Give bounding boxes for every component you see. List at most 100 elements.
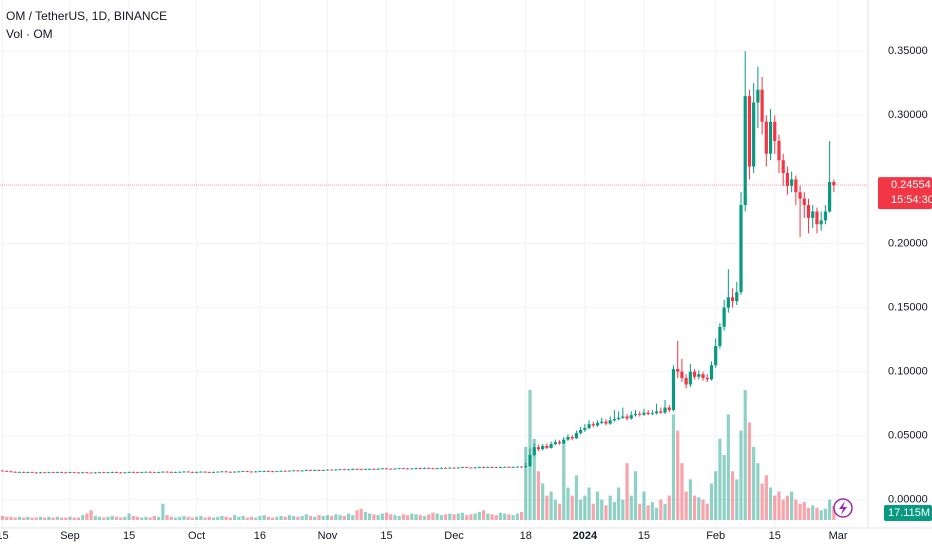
volume-bar bbox=[486, 513, 490, 520]
candle-body bbox=[490, 466, 494, 468]
volume-bar bbox=[304, 514, 308, 520]
volume-bar bbox=[397, 515, 401, 520]
volume-bar bbox=[376, 515, 380, 520]
volume-bar bbox=[346, 513, 351, 520]
candle-body bbox=[233, 471, 237, 473]
candle-body bbox=[625, 416, 629, 419]
volume-bar bbox=[815, 507, 819, 520]
volume-bar bbox=[89, 510, 93, 520]
candle-body bbox=[587, 424, 591, 429]
volume-bar bbox=[600, 499, 604, 520]
candle-body bbox=[730, 297, 735, 302]
volume-bar bbox=[355, 510, 359, 520]
volume-bar bbox=[266, 516, 270, 520]
volume-bar bbox=[296, 516, 300, 520]
candle-body bbox=[59, 472, 64, 473]
volume-bar bbox=[178, 516, 182, 520]
volume-bar bbox=[410, 513, 414, 520]
volume-bar bbox=[498, 512, 503, 520]
volume-bar bbox=[701, 499, 705, 520]
volume-bar bbox=[275, 516, 279, 520]
candle-body bbox=[785, 173, 790, 186]
candle-body bbox=[338, 469, 342, 471]
candle-body bbox=[511, 466, 515, 468]
candle-body bbox=[819, 220, 823, 225]
volume-bar bbox=[224, 516, 228, 520]
candle-body bbox=[144, 471, 148, 473]
candle-body bbox=[806, 205, 811, 218]
volume-bar bbox=[557, 503, 562, 520]
volume-bar bbox=[524, 446, 528, 520]
candle-body bbox=[97, 472, 102, 474]
candle-body bbox=[528, 454, 532, 467]
candle-body bbox=[566, 437, 570, 440]
volume-bar bbox=[608, 495, 612, 520]
volume-bar bbox=[756, 463, 760, 520]
candle-body bbox=[498, 467, 503, 468]
candle-body bbox=[346, 469, 351, 471]
volume-bar bbox=[659, 499, 663, 520]
volume-bar bbox=[228, 517, 232, 520]
volume-bar bbox=[553, 499, 557, 520]
volume-bar bbox=[249, 516, 254, 520]
candle-body bbox=[72, 472, 76, 474]
candle-body bbox=[249, 471, 254, 473]
last-price-box bbox=[878, 177, 932, 210]
candle-body bbox=[553, 442, 557, 445]
candle-body bbox=[735, 292, 739, 302]
volume-bar bbox=[612, 502, 616, 520]
candle-body bbox=[638, 413, 642, 415]
icon-bolt[interactable] bbox=[839, 501, 847, 515]
volume-bar bbox=[798, 503, 802, 520]
candle-body bbox=[245, 471, 249, 473]
candle-layer bbox=[0, 51, 836, 474]
volume-bar bbox=[574, 475, 579, 520]
candle-body bbox=[363, 469, 368, 470]
candle-body bbox=[47, 472, 51, 474]
candle-body bbox=[764, 121, 768, 154]
volume-bar bbox=[287, 515, 292, 520]
candle-body bbox=[477, 467, 481, 468]
candle-body bbox=[427, 468, 431, 469]
candle-body bbox=[406, 468, 410, 470]
candle-body bbox=[583, 428, 587, 430]
candle-body bbox=[384, 468, 389, 470]
candle-body bbox=[380, 468, 384, 470]
candle-body bbox=[515, 466, 519, 468]
volume-bar bbox=[595, 491, 600, 520]
candle-body bbox=[173, 472, 178, 473]
candle-body bbox=[486, 466, 490, 468]
volume-bar bbox=[363, 511, 368, 520]
volume-bar bbox=[64, 517, 68, 520]
candle-body bbox=[224, 471, 228, 473]
volume-bar bbox=[604, 505, 608, 520]
candle-body bbox=[106, 472, 110, 474]
volume-bar bbox=[5, 516, 9, 520]
volume-bar bbox=[161, 503, 165, 520]
candle-body bbox=[663, 407, 667, 413]
candle-body bbox=[254, 471, 258, 473]
volume-bar bbox=[621, 499, 625, 520]
volume-bar bbox=[85, 513, 89, 520]
candle-body bbox=[308, 470, 313, 472]
candle-body bbox=[342, 469, 346, 471]
lightning-icon[interactable] bbox=[833, 498, 853, 518]
candle-body bbox=[815, 211, 819, 225]
volume-bar bbox=[562, 442, 566, 520]
candle-body bbox=[26, 472, 30, 473]
volume-bar bbox=[380, 513, 384, 520]
volume-bar bbox=[566, 487, 570, 520]
candle-body bbox=[655, 411, 659, 414]
candle-body bbox=[110, 472, 114, 473]
volume-bar bbox=[406, 515, 410, 520]
candle-body bbox=[81, 472, 85, 474]
volume-bar bbox=[283, 516, 287, 520]
volume-bar bbox=[393, 515, 397, 520]
candle-body bbox=[667, 407, 671, 411]
last-price-label: 0.24554 bbox=[891, 179, 931, 191]
candle-body bbox=[414, 468, 418, 469]
volume-bar bbox=[13, 517, 17, 520]
volume-bar bbox=[131, 515, 135, 520]
